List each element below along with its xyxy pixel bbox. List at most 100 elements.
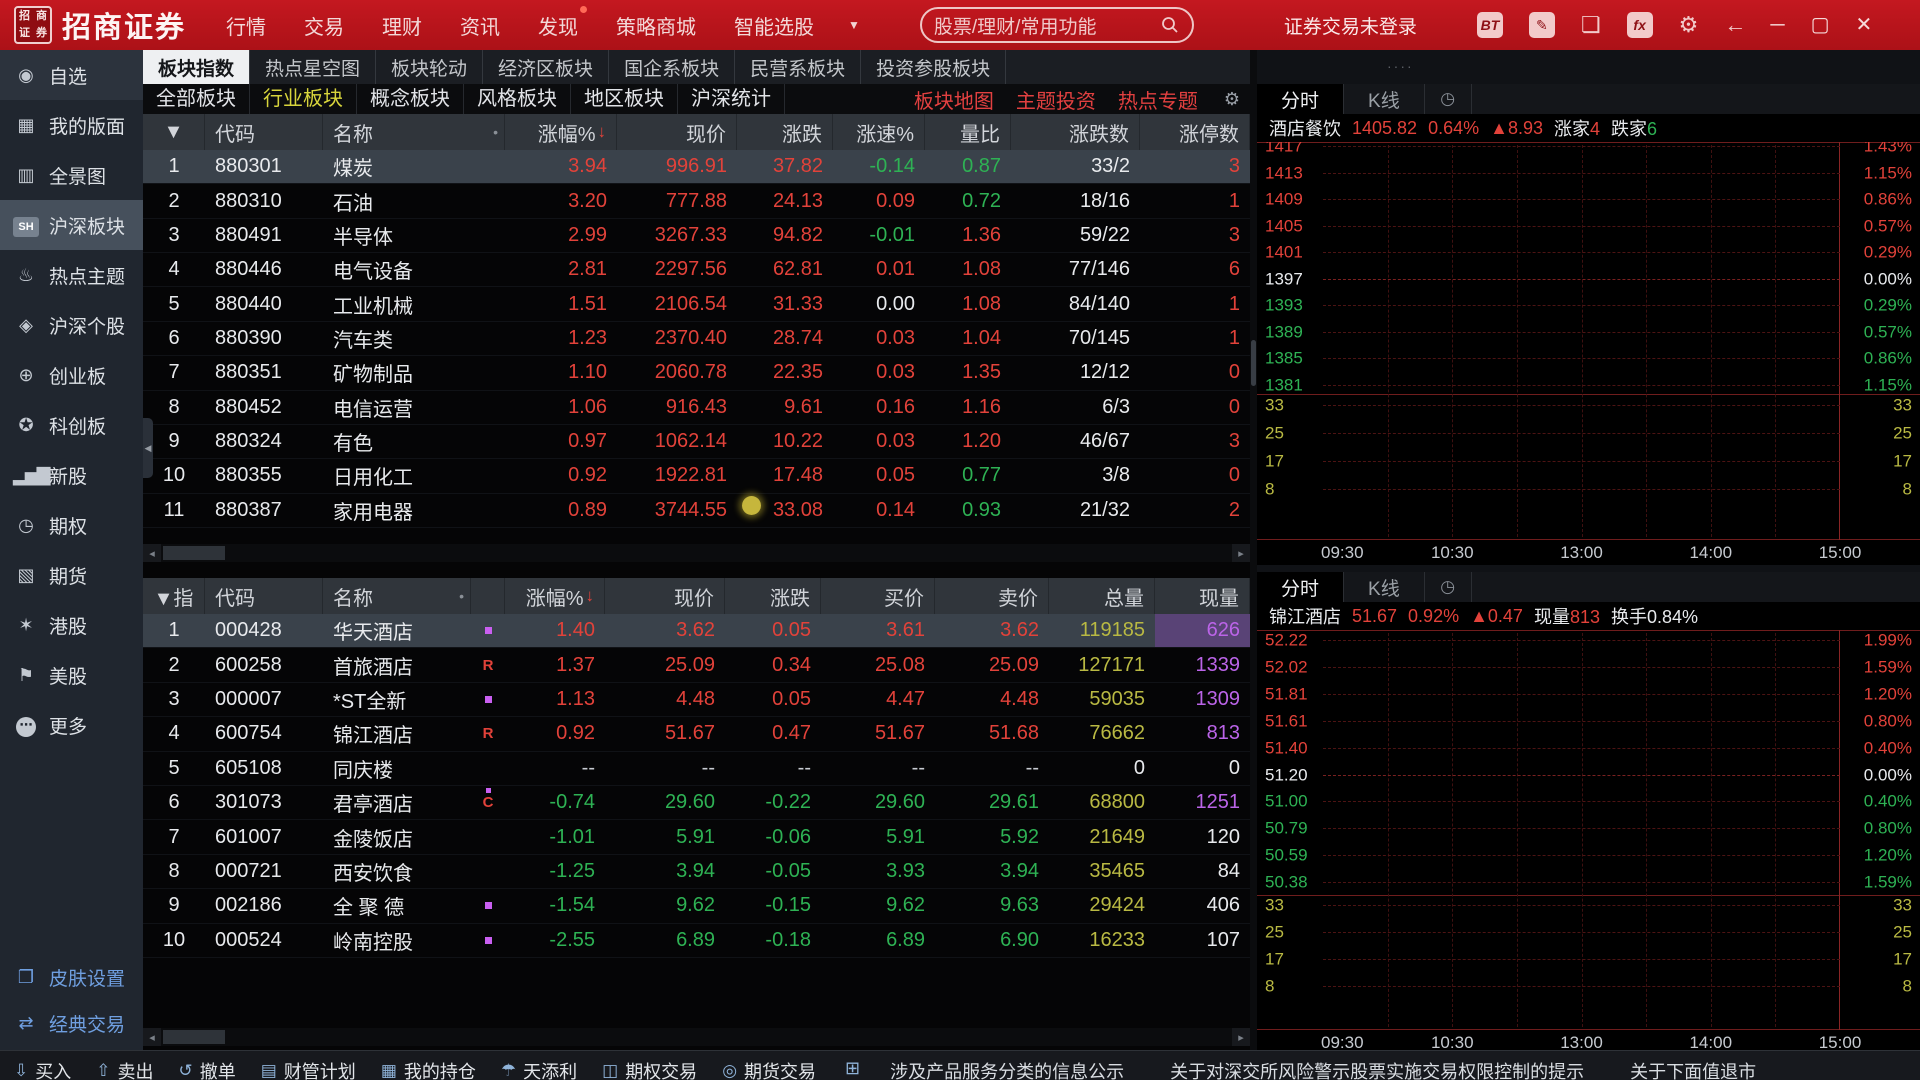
chart-tab-K线[interactable]: K线 [1344,572,1425,602]
table-row-同庆楼[interactable]: 5 605108 同庆楼 -- -- -- -- -- 0 0 [143,752,1250,787]
toolbar-买入[interactable]: ⇩ 买入 [14,1061,72,1080]
sidebar-item-我的版面[interactable]: ▦ 我的版面 [0,100,143,150]
col-header-总量[interactable]: 总量 [1049,578,1155,614]
sidebar-item-热点主题[interactable]: ♨ 热点主题 [0,250,143,300]
table-row-电气设备[interactable]: 4 880446 电气设备 2.81 2297.56 62.81 0.01 1.08 77/14… [143,253,1250,288]
minimize-button[interactable]: ─ [1770,14,1785,36]
col-header-现价[interactable]: 现价 [617,114,737,150]
toolbar-期货交易[interactable]: ◎ 期货交易 [722,1061,817,1080]
minute-chart-plot[interactable]: 1417 1.43% 1413 1.15% 1409 0.86% 1405 0.57% 1401… [1257,142,1920,540]
tab-全部板块[interactable]: 全部板块 [143,84,250,114]
tab-板块指数[interactable]: 板块指数 [143,50,251,84]
hscroll-thumb[interactable] [163,546,225,560]
menu-item[interactable]: 智能选股 [734,16,815,39]
toolbar-天添利[interactable]: ☂ 天添利 [500,1061,578,1080]
col-header-代码[interactable]: 代码 [205,114,323,150]
cube-icon[interactable]: ❏ [1580,12,1601,37]
minute-chart-plot[interactable]: 52.22 1.99% 52.02 1.59% 51.81 1.20% 51.61 0.80%… [1257,630,1920,1030]
col-header-名称[interactable]: 名称 • [323,578,471,614]
table-row-金陵饭店[interactable]: 7 601007 金陵饭店 -1.01 5.91 -0.06 5.91 5.92 21649 12… [143,820,1250,855]
vertical-scrollbar-thumb[interactable] [1251,340,1256,386]
sidebar-item-沪深个股[interactable]: ◈ 沪深个股 [0,300,143,350]
fx-formula-icon[interactable]: fx [1626,12,1653,38]
sidebar-item-期权[interactable]: ◷ 期权 [0,500,143,550]
col-header-涨停数[interactable]: 涨停数 [1140,114,1250,150]
tab-投资参股板块[interactable]: 投资参股板块 [861,50,1007,84]
tab-热点星空图[interactable]: 热点星空图 [250,50,377,84]
sidebar-item-新股[interactable]: ▂▅▇ 新股 [0,450,143,500]
menu-item[interactable]: 发现 [538,5,588,40]
table-row-全聚德[interactable]: 9 002186 全 聚 德 -1.54 9.62 -0.15 9.62 9.63 29424 4… [143,889,1250,924]
sidebar-item-美股[interactable]: ⚑ 美股 [0,650,143,700]
splitter-handle[interactable]: ···· [1387,58,1414,74]
close-button[interactable]: ✕ [1855,14,1873,36]
chart-tab-分时[interactable]: 分时 [1257,572,1345,602]
table-row-电信运营[interactable]: 8 880452 电信运营 1.06 916.43 9.61 0.16 1.16 6/3 0 [143,391,1250,425]
tab-经济区板块[interactable]: 经济区板块 [483,50,610,84]
sidebar-item-自选[interactable]: ◉ 自选 [0,50,143,100]
col-header-现价[interactable]: 现价 [605,578,725,614]
table-row-工业机械[interactable]: 5 880440 工业机械 1.51 2106.54 31.33 0.00 1.08 84/14… [143,287,1250,322]
table2-hscrollbar[interactable]: ◂ ▸ [143,1028,1250,1046]
search-icon[interactable] [1160,15,1180,35]
toolbar-我的持仓[interactable]: ▦ 我的持仓 [380,1061,476,1080]
tab-民营系板块[interactable]: 民营系板块 [735,50,862,84]
table-row-日用化工[interactable]: 10 880355 日用化工 0.92 1922.81 17.48 0.05 0.77 3/8 0 [143,459,1250,494]
search-box[interactable]: 股票/理财/常用功能 [919,7,1194,43]
table-row-石油[interactable]: 2 880310 石油 3.20 777.88 24.13 0.09 0.72 18/16 1 [143,184,1250,219]
table-row-汽车类[interactable]: 6 880390 汽车类 1.23 2370.40 28.74 0.03 1.04 70/145… [143,322,1250,357]
toolbar-卖出[interactable]: ⇧ 卖出 [96,1061,154,1080]
maximize-button[interactable]: ▢ [1810,14,1830,36]
table-row-矿物制品[interactable]: 7 880351 矿物制品 1.10 2060.78 22.35 0.03 1.35 12/12… [143,356,1250,391]
bt-quote-icon[interactable]: BT [1476,12,1503,38]
link-板块地图[interactable]: 板块地图 [913,90,994,113]
sidebar-item-期货[interactable]: ▧ 期货 [0,550,143,600]
column-settings-gear-icon[interactable]: ⚙ [1223,88,1240,109]
tab-概念板块[interactable]: 概念板块 [357,84,464,114]
history-clock-icon[interactable]: ◷ [1425,572,1472,602]
col-header-涨跌数[interactable]: 涨跌数 [1011,114,1140,150]
col-header-代码[interactable]: 代码 [205,578,323,614]
link-主题投资[interactable]: 主题投资 [1015,90,1096,113]
col-header-涨幅%[interactable]: 涨幅% ↓ [505,114,617,150]
menu-item[interactable]: 行情 [226,16,267,39]
menu-item[interactable]: 理财 [382,16,423,39]
notice-link[interactable]: 关于对深交所风险警示股票实施交易权限控制的提示 [1170,1062,1585,1080]
chart-tab-K线[interactable]: K线 [1344,84,1425,114]
table-row-*ST全新[interactable]: 3 000007 *ST全新 1.13 4.48 0.05 4.47 4.48 59035 130… [143,683,1250,718]
col-header-卖价[interactable]: 卖价 [935,578,1049,614]
add-shortcut-icon[interactable]: ⊞ [845,1058,861,1078]
login-status[interactable]: 证券交易未登录 [1283,16,1417,38]
sidebar-item-更多[interactable]: ⋯ 更多 [0,700,143,750]
tab-地区板块[interactable]: 地区板块 [571,84,678,114]
sidebar-item-港股[interactable]: ✶ 港股 [0,600,143,650]
tab-风格板块[interactable]: 风格板块 [464,84,571,114]
sidebar-item-经典交易[interactable]: ⇄ 经典交易 [0,1000,143,1046]
scroll-left-arrow[interactable]: ◂ [143,1028,161,1046]
col-header-量比[interactable]: 量比 [925,114,1011,150]
panel-divider[interactable] [1257,565,1920,572]
sidebar-item-沪深板块[interactable]: SH 沪深板块 [0,200,143,250]
menu-item[interactable]: 交易 [304,16,345,39]
tab-板块轮动[interactable]: 板块轮动 [376,50,484,84]
sidebar-item-皮肤设置[interactable]: ❐ 皮肤设置 [0,954,143,1000]
col-header-涨跌[interactable]: 涨跌 [737,114,833,150]
sidebar-collapse-handle[interactable]: ◀ [143,418,153,478]
table-row-煤炭[interactable]: 1 880301 煤炭 3.94 996.91 37.82 -0.14 0.87 33/2 3 [143,150,1250,185]
col-header-涨速%[interactable]: 涨速% [833,114,925,150]
col-header-涨幅%[interactable]: 涨幅% ↓ [505,578,605,614]
notice-link[interactable]: 涉及产品服务分类的信息公示 [890,1062,1125,1080]
col-header-涨跌[interactable]: 涨跌 [725,578,821,614]
table-row-首旅酒店[interactable]: 2 600258 首旅酒店 R 1.37 25.09 0.34 25.08 25.09 12717… [143,648,1250,683]
sidebar-item-科创板[interactable]: ✪ 科创板 [0,400,143,450]
col-header-现量[interactable]: 现量 [1155,578,1250,614]
select-all-header[interactable]: ▼指 [143,578,205,614]
hscroll-thumb[interactable] [163,1030,225,1044]
tab-沪深统计[interactable]: 沪深统计 [678,84,785,114]
scroll-left-arrow[interactable]: ◂ [143,544,161,562]
scroll-right-arrow[interactable]: ▸ [1232,544,1250,562]
notice-link[interactable]: 关于下面值退市 [1630,1062,1757,1080]
table-row-西安饮食[interactable]: 8 000721 西安饮食 -1.25 3.94 -0.05 3.93 3.94 35465 84 [143,855,1250,890]
tab-国企系板块[interactable]: 国企系板块 [609,50,736,84]
select-all-header[interactable]: ▼ [143,114,205,150]
